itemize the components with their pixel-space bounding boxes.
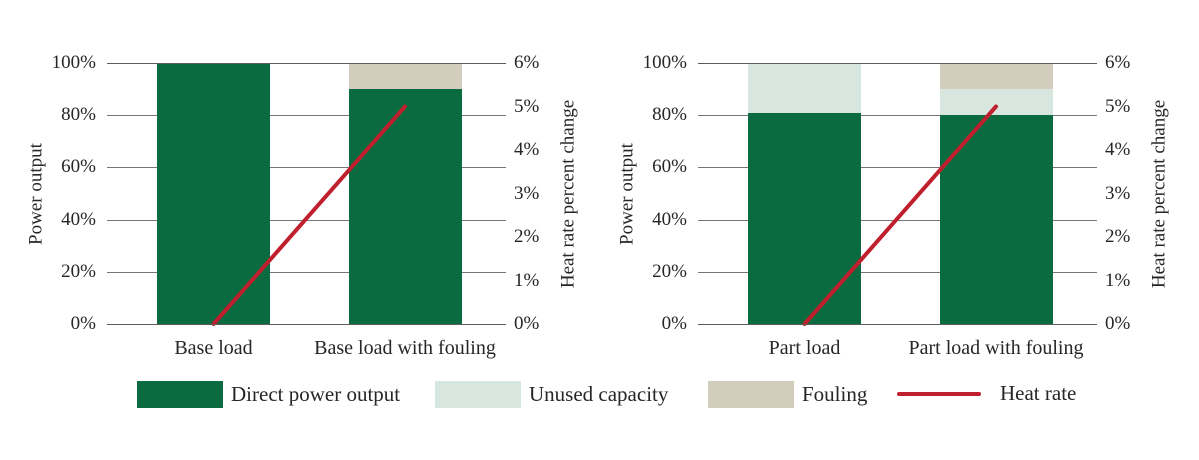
- legend-label: Direct power output: [231, 382, 401, 406]
- left-axis-tick-label: 20%: [61, 260, 96, 282]
- right-axis-tick-label: 4%: [514, 139, 540, 160]
- right-axis-tick-label: 3%: [1105, 182, 1131, 204]
- gridline: [698, 324, 1097, 325]
- bar-segment-unused-capacity: [748, 63, 861, 113]
- left-axis-tick-label: 100%: [642, 52, 687, 73]
- gridline: [107, 324, 506, 325]
- right-axis-tick-label: 5%: [514, 95, 540, 117]
- legend-label: Fouling: [802, 382, 868, 406]
- gridline: [107, 63, 506, 64]
- left-axis-tick-label: 40%: [61, 208, 96, 230]
- chart-legend: Direct power output Unused capacity Foul…: [0, 376, 1199, 416]
- fouling-swatch-icon: [708, 381, 794, 408]
- left-axis-tick-label: 80%: [652, 104, 687, 126]
- right-axis-tick-label: 0%: [514, 313, 540, 334]
- right-axis-title: Heat rate percent change: [1148, 99, 1169, 288]
- right-axis-tick-label: 5%: [1105, 95, 1131, 117]
- legend-label: Unused capacity: [529, 382, 669, 406]
- right-axis-tick-label: 6%: [514, 52, 540, 73]
- right-axis-title: Heat rate percent change: [557, 99, 578, 288]
- right-axis-tick-label: 6%: [1105, 52, 1131, 73]
- heat-rate-line-swatch-icon: [897, 391, 981, 396]
- bar-segment-direct-power-output: [939, 115, 1053, 324]
- left-axis-tick-label: 0%: [661, 313, 687, 334]
- legend-item-heat-rate: Heat rate: [897, 381, 1076, 406]
- bar-segment-unused-capacity: [939, 89, 1053, 115]
- left-axis-tick-label: 100%: [51, 52, 96, 73]
- chart-part-load: 100% 80% 60% 40% 20% 0% 6% 5% 4% 3% 2% 1% 0% Part loa…: [591, 0, 1191, 375]
- x-category-label: Part load: [768, 337, 841, 359]
- x-category-label: Base load: [174, 337, 253, 359]
- right-axis-tick-label: 1%: [514, 269, 540, 291]
- left-axis-title: Power output: [616, 142, 637, 245]
- bar-segment-direct-power-output: [748, 113, 861, 324]
- left-axis-tick-label: 60%: [652, 156, 687, 178]
- left-axis-tick-label: 40%: [652, 208, 687, 230]
- left-axis-tick-label: 60%: [61, 156, 96, 178]
- direct-power-output-swatch-icon: [137, 381, 223, 408]
- unused-capacity-swatch-icon: [435, 381, 521, 408]
- right-axis-tick-label: 4%: [1105, 139, 1131, 160]
- x-category-label: Part load with fouling: [908, 337, 1084, 359]
- bar-segment-fouling: [939, 63, 1053, 89]
- legend-item-unused-capacity: Unused capacity: [435, 381, 668, 408]
- legend-label: Heat rate: [1000, 381, 1077, 405]
- legend-item-direct-power-output: Direct power output: [137, 381, 400, 408]
- right-axis-tick-label: 2%: [1105, 226, 1131, 247]
- x-category-label: Base load with fouling: [314, 337, 496, 359]
- right-axis-tick-label: 3%: [514, 182, 540, 204]
- bar-segment-direct-power-output: [157, 63, 270, 324]
- chart-base-load: 100% 80% 60% 40% 20% 0% 6% 5% 4% 3% 2% 1% 0% Base loa…: [0, 0, 600, 375]
- left-axis-tick-label: 20%: [652, 260, 687, 282]
- gridline: [698, 63, 1097, 64]
- left-axis-title: Power output: [25, 142, 46, 245]
- right-axis-tick-label: 0%: [1105, 313, 1131, 334]
- right-axis-tick-label: 2%: [514, 226, 540, 247]
- bar-segment-direct-power-output: [348, 89, 462, 324]
- legend-item-fouling: Fouling: [708, 381, 867, 408]
- left-axis-tick-label: 80%: [61, 104, 96, 126]
- left-axis-tick-label: 0%: [70, 313, 96, 334]
- right-axis-tick-label: 1%: [1105, 269, 1131, 291]
- bar-segment-fouling: [348, 63, 462, 89]
